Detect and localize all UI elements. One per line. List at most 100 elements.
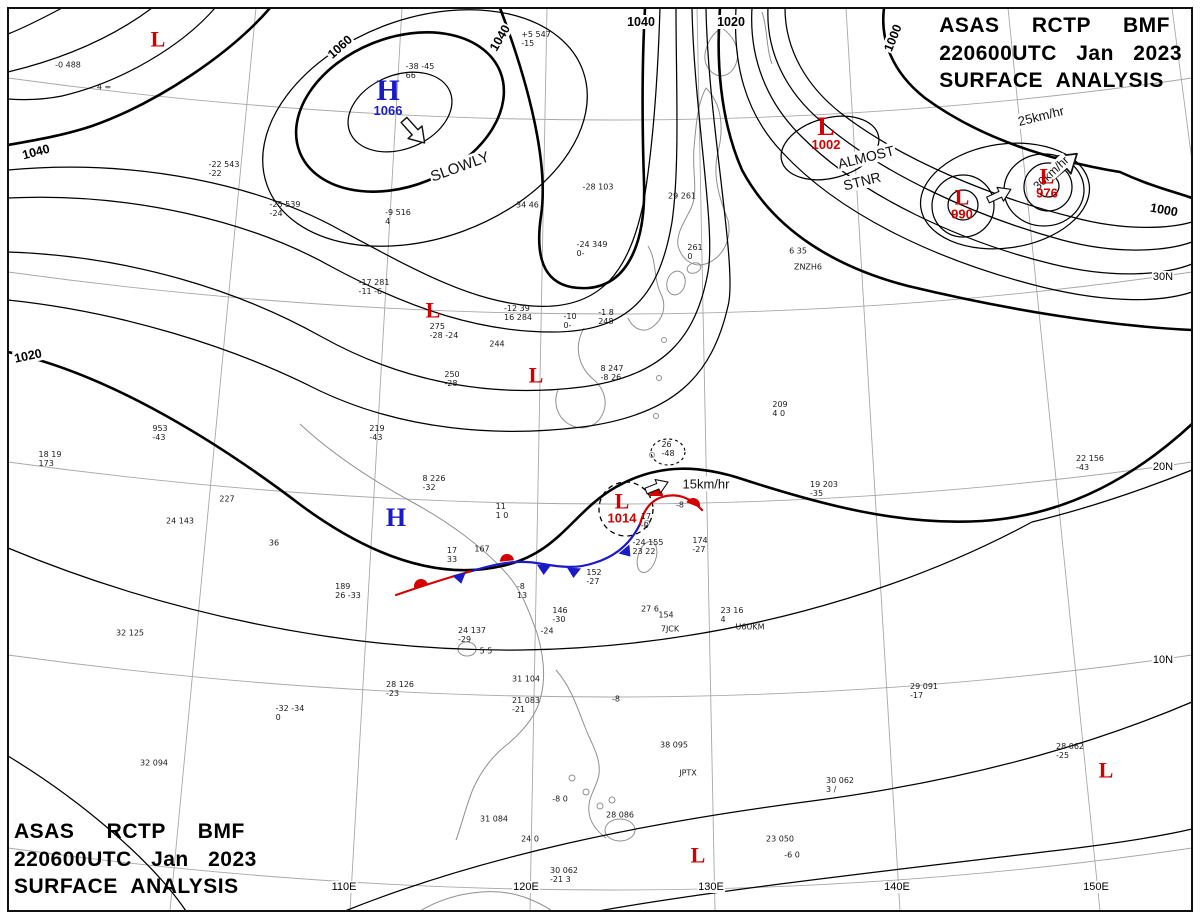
station-plot-line: 29 261 <box>668 191 696 201</box>
station-plot-line: -6 0 <box>784 850 800 860</box>
station-plot-line: -25 <box>1056 751 1070 760</box>
station-plot-line: -23 <box>386 689 400 698</box>
station-plot-line: 209 <box>772 400 788 410</box>
station-plot: U6UKM <box>736 623 765 633</box>
station-plot-line: 0 <box>275 713 281 722</box>
station-plot-line: 23 16 <box>720 606 744 616</box>
station-plot-line: 24 137 <box>458 626 486 636</box>
station-plot-line: -21 3 <box>550 875 571 884</box>
station-plot: 167 <box>474 545 489 555</box>
station-plot: +5 547 -15 <box>521 30 551 49</box>
station-plot-line: -8 0 <box>552 794 568 804</box>
chart-type: SURFACE ANALYSIS <box>939 69 1164 93</box>
station-plot-line: 154 <box>658 610 674 620</box>
station-plot: -6 0 <box>784 850 800 861</box>
station-plot: 174 -27 <box>692 536 708 555</box>
station-plot-line: 5 5 <box>479 646 493 656</box>
station-plot-line: 24 0 <box>521 834 539 844</box>
cold-front-triangles <box>452 544 631 584</box>
station-plot-line: -35 <box>810 489 824 498</box>
low-1014-arrow <box>644 478 669 495</box>
station-plot: 4 = <box>97 83 111 93</box>
station-plot-line: 28 086 <box>606 810 634 820</box>
latitude-label: 10N <box>1151 654 1175 666</box>
station-plot: 29 261 <box>668 191 696 202</box>
station-plot: -22 543 -22 <box>208 160 240 179</box>
station-plot: 227 <box>219 495 234 505</box>
station-plot-line: 8 247 <box>600 364 624 374</box>
station-plot: 36 <box>268 538 280 549</box>
station-plot-line: -0 <box>640 521 649 530</box>
station-plot: -8 13 <box>517 582 527 601</box>
station-plot: 23 16 4 <box>720 606 744 625</box>
station-plot-line: -24 155 <box>632 538 664 548</box>
station-plot-line: 66 <box>405 71 416 80</box>
chart-id: ASAS RCTP BMF <box>14 819 245 843</box>
station-plot-line: 174 <box>692 536 708 546</box>
station-plot: 11 1 0 <box>496 502 509 521</box>
station-plot-line: 189 <box>335 582 351 592</box>
station-plot-line: -8 26 <box>600 373 622 382</box>
latitude-label: 20N <box>1151 461 1175 473</box>
station-plot-line: 23 22 <box>632 547 656 556</box>
station-plot: 154 <box>658 610 674 621</box>
station-plot: 17 -0 <box>640 512 651 531</box>
station-plot-line: 27 6 <box>641 604 659 614</box>
station-plot: 219 -43 <box>369 424 384 443</box>
station-plot-line: 244 <box>489 339 505 349</box>
station-plot-line: 30 062 <box>550 866 578 876</box>
station-plot: JPTX <box>679 768 697 779</box>
station-plot: -8 <box>676 500 684 511</box>
station-plot: 209 4 0 <box>772 400 788 419</box>
station-plot-line: 24 143 <box>166 516 194 526</box>
station-plot-line: -28 <box>444 379 458 388</box>
station-plot: 31 084 <box>480 815 508 825</box>
chart-datetime: 220600UTC Jan 2023 <box>939 41 1182 65</box>
station-plot-line: 19 203 <box>810 480 838 490</box>
chart-border <box>7 7 1193 912</box>
station-plot-line: -43 <box>152 433 166 442</box>
station-plot-line: 6 35 <box>789 246 807 256</box>
station-plot-line: -24 <box>269 209 283 218</box>
station-plot: 30 062 3 / <box>826 776 854 795</box>
station-plot-line: -32 -34 <box>275 704 305 714</box>
station-plot-line: -22 543 <box>208 160 240 170</box>
station-plot-line: 0- <box>563 321 572 330</box>
station-plot-line: 261 <box>687 243 703 253</box>
station-plot: 146 -30 <box>552 606 567 625</box>
station-plot: -24 155 23 22 <box>632 538 664 557</box>
station-plot-line: 33 <box>446 555 458 564</box>
station-plot-line: 29 091 <box>910 682 938 692</box>
station-plot-line: 28 126 <box>386 680 414 690</box>
station-plot-line: JPTX <box>679 768 697 778</box>
station-plot-line: 36 <box>268 538 280 548</box>
station-plot: 26 -48 <box>661 440 674 459</box>
station-plot-line: 32 125 <box>116 628 144 638</box>
station-plot: 31 104 <box>512 674 540 685</box>
station-plot-line: 31 104 <box>512 674 540 684</box>
station-plot-line: 18 19 <box>38 450 62 460</box>
station-plot-line: -8 <box>676 500 684 510</box>
station-plot: 28 062 -25 <box>1056 742 1084 761</box>
station-plot-line: +5 547 <box>521 30 551 40</box>
station-plot-line: 4 <box>385 217 391 226</box>
station-plot-line: -0 488 <box>55 60 81 70</box>
station-plot: 7JCK <box>661 625 679 635</box>
isobars-thin <box>7 7 1193 912</box>
station-plot-line: 26 -33 <box>335 591 361 600</box>
station-plot: -0 488 <box>55 60 81 71</box>
station-plot-line: 248 <box>598 317 614 326</box>
station-plot-line: -24 <box>540 626 554 636</box>
station-plot: 24 143 <box>166 516 194 527</box>
isobar-label: 1020 <box>716 15 746 29</box>
stationary-front <box>394 489 704 597</box>
station-plot: 250 -28 <box>444 370 459 389</box>
longitude-label: 110E <box>330 881 358 893</box>
station-plot: 30 062 -21 3 <box>550 866 578 885</box>
station-plot: -24 <box>540 626 554 637</box>
station-plot-line: 173 <box>38 459 54 468</box>
station-plot-line: 32 094 <box>140 758 168 768</box>
station-plot: 27 6 <box>641 604 659 615</box>
